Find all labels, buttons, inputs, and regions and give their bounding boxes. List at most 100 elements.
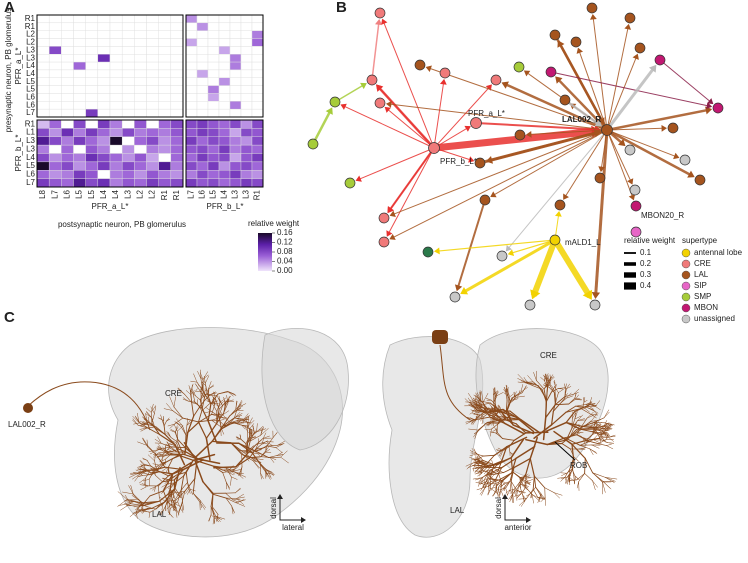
neurite xyxy=(138,468,148,471)
neurite xyxy=(200,393,203,401)
heatmap-cell xyxy=(240,93,253,102)
edge xyxy=(387,109,435,149)
neurite xyxy=(228,471,234,473)
neurite xyxy=(510,480,518,491)
neurite xyxy=(496,449,504,452)
neurite xyxy=(467,464,475,469)
neurite xyxy=(162,466,169,472)
neurite xyxy=(497,460,503,472)
neurite xyxy=(165,453,172,460)
neurite xyxy=(545,404,556,419)
neurite xyxy=(219,412,222,418)
heatmap-cell xyxy=(121,77,135,86)
arrowhead xyxy=(555,210,562,217)
neurite xyxy=(218,415,223,430)
node xyxy=(694,174,706,186)
neurite xyxy=(235,488,242,494)
neurite xyxy=(269,457,277,460)
heatmap-cell xyxy=(207,30,220,39)
neurite xyxy=(190,380,198,383)
arrowhead xyxy=(523,70,531,77)
heatmap-cell xyxy=(85,144,99,154)
neurite xyxy=(157,436,162,444)
neurite xyxy=(235,405,243,411)
neurite xyxy=(171,497,175,505)
heatmap-cell xyxy=(85,22,99,31)
neurite xyxy=(145,424,154,426)
node xyxy=(490,74,502,86)
neurite xyxy=(495,483,500,488)
neurite xyxy=(510,480,514,494)
neurite xyxy=(140,427,147,432)
neurite xyxy=(490,488,499,495)
neurite xyxy=(483,454,495,457)
neurite xyxy=(132,473,141,480)
heatmap-cell xyxy=(85,170,99,179)
col-label: L2 xyxy=(148,189,157,198)
neurite xyxy=(212,493,227,499)
neurite xyxy=(157,475,169,487)
neurite xyxy=(189,489,196,492)
heatmap-cell xyxy=(158,170,172,179)
arrowhead xyxy=(624,23,632,30)
neurite xyxy=(477,403,483,409)
neurite xyxy=(477,477,483,483)
neurite xyxy=(595,420,598,428)
heatmap-cell xyxy=(48,22,62,31)
neurite xyxy=(505,481,511,489)
neurite xyxy=(593,439,606,441)
heatmap-cell xyxy=(207,161,220,171)
heatmap-cell xyxy=(146,136,159,146)
neurite xyxy=(594,427,603,431)
neurite xyxy=(471,419,475,423)
neurite xyxy=(517,390,521,398)
node xyxy=(374,97,386,109)
neurite xyxy=(487,454,495,464)
heatmap-cell xyxy=(48,170,62,179)
neurite xyxy=(575,404,587,407)
heatmap-cell xyxy=(109,178,123,188)
neurite xyxy=(192,478,196,494)
heatmap-cell xyxy=(121,178,135,188)
neurite xyxy=(152,486,157,491)
neurite xyxy=(260,428,269,436)
neurite xyxy=(468,393,475,403)
arrowhead xyxy=(594,119,603,127)
node xyxy=(329,96,341,108)
neurite xyxy=(193,400,198,405)
neurite xyxy=(510,396,518,402)
heatmap-cell xyxy=(109,85,123,94)
neurite xyxy=(593,425,605,430)
neurite xyxy=(589,448,594,456)
heatmap-cell xyxy=(134,69,147,78)
neurite xyxy=(519,477,521,484)
neurite xyxy=(225,481,230,489)
neurite xyxy=(177,454,194,461)
heatmap-cell xyxy=(218,77,231,86)
neurite xyxy=(486,413,502,421)
neurite xyxy=(183,459,194,477)
neurite xyxy=(519,418,540,433)
neurite xyxy=(490,483,496,491)
heatmap-cell xyxy=(73,69,86,78)
neurite xyxy=(177,501,182,511)
neurite xyxy=(175,431,178,440)
neurite xyxy=(201,395,210,405)
neurite xyxy=(585,401,593,405)
neurite xyxy=(579,445,590,450)
neurite xyxy=(219,413,224,418)
heatmap-cell xyxy=(170,153,184,163)
neurite xyxy=(592,427,598,435)
neurite xyxy=(173,489,178,496)
neurite xyxy=(185,390,191,395)
neurite xyxy=(151,403,154,413)
heatmap-cell xyxy=(85,85,99,94)
heatmap-cell xyxy=(97,153,111,163)
arrowhead xyxy=(464,125,471,132)
neurite xyxy=(499,405,503,413)
heatmap-cell xyxy=(85,69,99,78)
neurite xyxy=(493,446,508,456)
neurite xyxy=(499,489,502,499)
neurite xyxy=(252,425,255,434)
row-label: L6 xyxy=(26,92,35,101)
